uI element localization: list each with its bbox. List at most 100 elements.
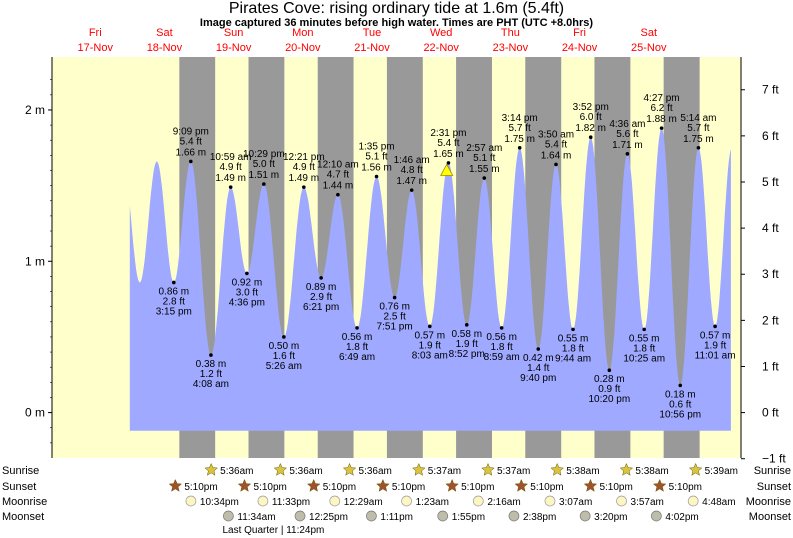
tide-ft-label: 1.8 ft — [346, 342, 368, 353]
date-label: 22-Nov — [423, 42, 459, 54]
date-label: 25-Nov — [631, 42, 667, 54]
sunrise-row-label-left: Sunrise — [2, 465, 39, 477]
tide-ft-label: 1.8 ft — [633, 343, 655, 354]
sunrise-icon — [550, 462, 565, 476]
tide-point — [642, 327, 646, 332]
moonrise-icon — [472, 495, 484, 507]
day-of-week-label: Sat — [640, 27, 657, 39]
moonset-icon — [366, 510, 377, 522]
sunrise-icon — [481, 462, 495, 476]
date-label: 24-Nov — [562, 42, 598, 54]
tide-point — [392, 295, 397, 300]
moonset-row-label-left: Moonset — [2, 511, 44, 523]
day-of-week-label: Tue — [363, 27, 382, 39]
sunset-icon — [237, 478, 252, 492]
tide-ft-label: 5.4 ft — [545, 139, 567, 150]
tide-time-label: 9:40 pm — [520, 373, 556, 384]
tide-point — [517, 145, 522, 150]
moonset-icon — [651, 510, 662, 522]
tide-ft-label: 4.7 ft — [327, 170, 349, 181]
tide-m-label: 1.65 m — [433, 149, 464, 160]
tide-m-label: 1.64 m — [541, 150, 572, 161]
moonset-time: 11:34am — [237, 512, 275, 523]
tide-time-label: 10:59 am — [210, 152, 252, 163]
tide-time-label: 4:36 pm — [229, 297, 265, 308]
tide-m-label: 0.86 m — [159, 286, 190, 297]
sunrise-time: 5:38am — [635, 466, 668, 477]
tide-m-label: 0.18 m — [665, 389, 696, 400]
tide-m-label: 0.50 m — [269, 341, 300, 352]
tide-time-label: 4:27 pm — [644, 93, 680, 104]
tide-ft-label: 2.5 ft — [384, 312, 406, 323]
tide-ft-label: 4.9 ft — [293, 162, 315, 173]
tide-point — [536, 347, 541, 351]
tide-m-label: 0.57 m — [415, 330, 446, 341]
tide-point — [571, 327, 575, 332]
moon-phase-label: Last Quarter | 11:24pm — [222, 525, 324, 536]
moonrise-time: 12:29am — [344, 497, 383, 508]
tide-time-label: 10:25 am — [623, 353, 665, 364]
tide-m-label: 0.57 m — [700, 330, 731, 341]
left-axis-label: 0 m — [25, 406, 45, 420]
moonrise-icon — [687, 495, 699, 507]
tide-ft-label: 6.2 ft — [650, 103, 672, 114]
tide-time-label: 8:52 pm — [449, 349, 485, 360]
tide-m-label: 1.75 m — [683, 134, 714, 145]
tide-point — [482, 176, 487, 180]
right-axis-label: −1 ft — [762, 452, 786, 466]
moonrise-icon — [257, 495, 269, 507]
sunrise-time: 5:37am — [497, 466, 530, 477]
tide-point — [245, 271, 249, 276]
tide-point — [282, 335, 286, 339]
sunset-icon — [168, 478, 183, 492]
tide-time-label: 3:52 pm — [573, 102, 609, 113]
tide-ft-label: 5.7 ft — [687, 123, 709, 134]
tide-ft-label: 1.9 ft — [456, 339, 478, 350]
sunrise-time: 5:36am — [220, 466, 253, 477]
tide-ft-label: 5.7 ft — [509, 123, 531, 134]
tide-ft-label: 1.9 ft — [419, 340, 441, 351]
day-of-week-label: Fri — [573, 27, 586, 39]
sunset-time: 5:10pm — [669, 482, 702, 493]
tide-point — [336, 192, 340, 197]
day-of-week-label: Mon — [292, 27, 313, 39]
sunset-icon — [583, 478, 598, 492]
left-axis-label: 1 m — [25, 254, 45, 268]
right-axis-label: 7 ft — [762, 83, 779, 97]
tide-point — [302, 185, 306, 189]
moonset-icon — [294, 510, 306, 522]
sunset-icon — [376, 478, 390, 492]
tide-time-label: 10:29 pm — [243, 149, 285, 160]
tide-ft-label: 6.0 ft — [580, 112, 602, 123]
sunset-icon — [514, 478, 529, 492]
moonrise-icon — [401, 495, 412, 507]
tide-point — [409, 188, 414, 192]
date-label: 18-Nov — [147, 42, 183, 54]
tide-m-label: 1.75 m — [504, 134, 535, 145]
moonrise-time: 2:16am — [487, 497, 520, 508]
tide-m-label: 1.44 m — [323, 181, 354, 192]
tide-point — [659, 126, 664, 130]
tide-point — [262, 182, 266, 186]
tide-ft-label: 2.9 ft — [310, 292, 332, 303]
day-of-week-label: Fri — [89, 27, 102, 39]
tide-ft-label: 0.6 ft — [669, 399, 691, 410]
sunset-time: 5:10pm — [599, 482, 632, 493]
sunrise-icon — [619, 462, 634, 476]
moonrise-time: 1:23am — [416, 497, 449, 508]
date-label: 17-Nov — [78, 42, 114, 54]
chart-subtitle: Image captured 36 minutes before high wa… — [199, 17, 594, 29]
tide-curve — [129, 128, 731, 431]
tide-m-label: 0.89 m — [306, 282, 337, 293]
tide-ft-label: 3.0 ft — [236, 287, 258, 298]
tide-m-label: 0.92 m — [232, 277, 263, 288]
tide-time-label: 3:14 pm — [502, 113, 538, 124]
moonrise-time: 4:48am — [702, 497, 735, 508]
tide-ft-label: 5.1 ft — [473, 153, 495, 164]
moonrise-time: 11:33pm — [272, 497, 310, 508]
tide-time-label: 6:21 pm — [303, 302, 339, 313]
tide-time-label: 1:35 pm — [358, 142, 394, 153]
sunset-time: 5:10pm — [184, 482, 217, 493]
moonset-time: 2:38pm — [523, 512, 556, 523]
